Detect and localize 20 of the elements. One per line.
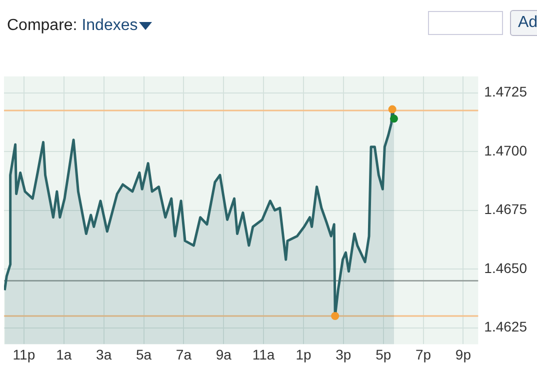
x-tick-label: 9p <box>455 346 472 362</box>
x-tick-label: 3p <box>336 346 352 362</box>
text: Ad <box>518 14 537 31</box>
y-tick-label: 1.4650 <box>484 260 528 276</box>
y-tick-label: 1.4700 <box>484 142 528 158</box>
x-tick-label: 1a <box>56 346 72 362</box>
x-tick-label: 11p <box>12 346 36 362</box>
text: Compare: <box>7 17 78 34</box>
x-tick-label: 3a <box>96 346 112 362</box>
text: Indexes <box>82 17 138 34</box>
x-tick-label: 5a <box>136 346 152 362</box>
x-tick-label: 1p <box>296 346 312 362</box>
x-tick-label: 7p <box>415 346 432 362</box>
y-tick-label: 1.4675 <box>484 201 528 218</box>
x-tick-label: 5p <box>376 346 392 362</box>
y-tick-label: 1.4725 <box>484 84 528 100</box>
x-tick-label: 9a <box>216 346 232 362</box>
x-tick-label: 7a <box>176 346 192 362</box>
x-tick-label: 11a <box>252 346 275 362</box>
y-tick-label: 1.4625 <box>484 318 528 335</box>
